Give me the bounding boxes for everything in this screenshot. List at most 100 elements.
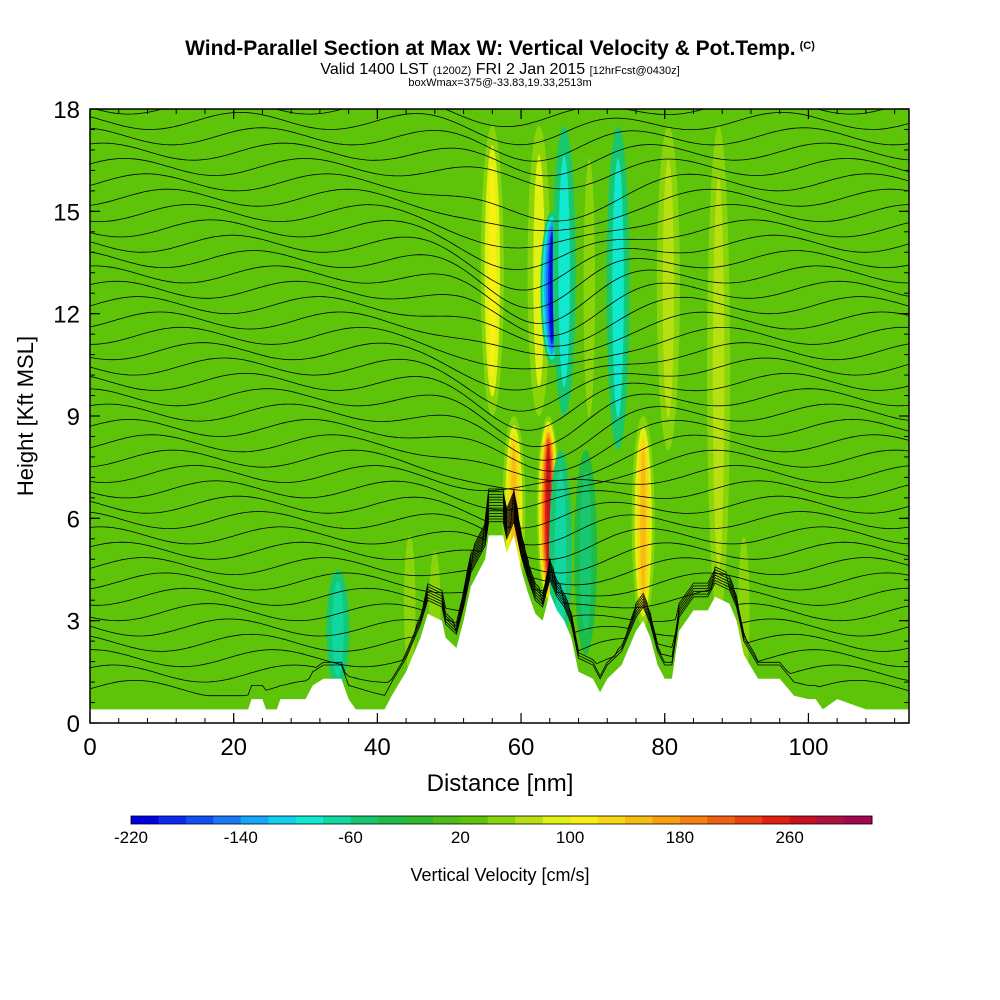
- colorbar-swatch: [625, 816, 653, 824]
- colorbar-swatch: [844, 816, 873, 824]
- colorbar-swatch: [570, 816, 599, 824]
- pot-temp-contour: [90, 82, 909, 108]
- pot-temp-contour: [90, 158, 909, 190]
- colorbar-tick-label: 180: [666, 828, 694, 847]
- pot-temp-contour: [90, 403, 909, 461]
- colorbar-swatch: [432, 816, 461, 824]
- valid-time: Valid 1400 LST: [320, 61, 429, 78]
- colorbar-swatch: [185, 816, 214, 824]
- colorbar-tick-label: 100: [556, 828, 584, 847]
- pot-temp-contour: [90, 342, 909, 391]
- forecast-info: [12hrFcst@0430z]: [589, 65, 680, 77]
- colorbar-swatch: [323, 816, 352, 824]
- colorbar-swatch: [158, 816, 187, 824]
- colorbar-swatch: [487, 816, 516, 824]
- x-tick-label: 100: [788, 734, 828, 761]
- pot-temp-contour: [90, 480, 909, 511]
- colorbar-swatch: [542, 816, 571, 824]
- colorbar-tick-label: -60: [338, 828, 363, 847]
- chart-subtitle: Valid 1400 LST (1200Z) FRI 2 Jan 2015 [1…: [0, 61, 1000, 79]
- updraft-streak: [403, 535, 416, 672]
- pot-temp-contour: [90, 418, 909, 472]
- pot-temp-contour: [90, 265, 909, 324]
- colorbar-swatch: [707, 816, 736, 824]
- pot-temp-contours: [90, 82, 909, 697]
- pot-temp-contour: [90, 498, 909, 586]
- plot-area: [90, 82, 909, 723]
- y-tick-label: 9: [67, 404, 80, 431]
- colorbar: -220 -140 -60 20 100 180 260: [114, 815, 873, 847]
- y-tick-label: 15: [53, 199, 80, 226]
- x-tick-label: 60: [508, 734, 535, 761]
- updraft-streak: [583, 158, 596, 418]
- x-tick-label: 20: [220, 734, 247, 761]
- pot-temp-contour: [90, 506, 909, 624]
- pot-temp-contour: [90, 517, 909, 683]
- colorbar-swatch: [295, 816, 324, 824]
- x-tick-label: 40: [364, 734, 391, 761]
- colorbar-label: Vertical Velocity [cm/s]: [410, 865, 589, 885]
- x-tick-label: 0: [83, 734, 96, 761]
- y-tick-label: 6: [67, 506, 80, 533]
- y-axis: 0 3 6 9 12 15 18: [53, 97, 909, 738]
- velocity-streaks: [326, 126, 756, 706]
- colorbar-swatch: [240, 816, 269, 824]
- colorbar-tick-label: 260: [775, 828, 803, 847]
- x-axis-label: Distance [nm]: [427, 770, 574, 797]
- pot-temp-contour: [90, 173, 909, 222]
- pot-temp-contour: [90, 449, 909, 492]
- pot-temp-contour: [90, 514, 909, 668]
- colorbar-swatch: [789, 816, 818, 824]
- pot-temp-contour: [90, 280, 909, 337]
- pot-temp-contour: [90, 142, 909, 177]
- downdraft-streak: [612, 158, 624, 418]
- valid-date: FRI 2 Jan 2015: [475, 61, 586, 78]
- colorbar-swatch: [460, 816, 489, 824]
- pot-temp-contour: [90, 504, 909, 612]
- colorbar-tick-label: 20: [451, 828, 470, 847]
- colorbar-swatch: [350, 816, 379, 824]
- pot-temp-contour: [90, 296, 909, 347]
- pot-temp-contour: [90, 509, 909, 637]
- pot-temp-contour: [90, 388, 909, 448]
- y-tick-label: 3: [67, 609, 80, 636]
- y-tick-label: 18: [53, 97, 80, 124]
- pot-temp-contour: [90, 127, 909, 162]
- x-axis: 0 20 40 60 80 100: [83, 109, 896, 761]
- colorbar-swatch: [213, 816, 242, 824]
- colorbar-swatch: [131, 816, 159, 824]
- updraft-streak: [712, 175, 725, 572]
- pot-temp-contour: [90, 326, 909, 370]
- pot-temp-contour: [90, 111, 909, 146]
- updraft-streak: [533, 155, 545, 388]
- pot-temp-contour: [90, 188, 909, 232]
- box-wmax-info: boxWmax=375@-33.83,19.33,2513m: [408, 77, 592, 89]
- pot-temp-contour: [90, 434, 909, 481]
- colorbar-frame: [130, 815, 873, 825]
- colorbar-tick-label: -140: [224, 828, 258, 847]
- copyright-mark: (C): [799, 40, 815, 52]
- y-tick-label: 12: [53, 302, 80, 329]
- downdraft-streak: [558, 155, 570, 388]
- utc-time: (1200Z): [432, 65, 472, 77]
- pot-temp-contour: [93, 109, 886, 127]
- pot-temp-contour: [90, 311, 909, 356]
- pot-temp-contour: [90, 490, 909, 546]
- pot-temp-contour: [90, 488, 909, 529]
- pot-temp-contour: [90, 501, 909, 597]
- y-tick-label: 0: [67, 711, 80, 738]
- colorbar-swatch: [378, 816, 406, 824]
- colorbar-tick-label: -220: [114, 828, 148, 847]
- colorbar-swatch: [597, 816, 626, 824]
- colorbar-swatch: [734, 816, 763, 824]
- colorbar-swatch: [817, 816, 846, 824]
- pot-temp-contour: [90, 520, 909, 697]
- pot-temp-contour: [90, 512, 909, 652]
- updraft-streak: [640, 447, 647, 596]
- pot-temp-contour: [90, 357, 909, 412]
- updraft-streak: [662, 158, 675, 418]
- pot-temp-contour: [90, 495, 909, 574]
- colorbar-swatch: [268, 816, 297, 824]
- updraft-streak: [488, 164, 497, 378]
